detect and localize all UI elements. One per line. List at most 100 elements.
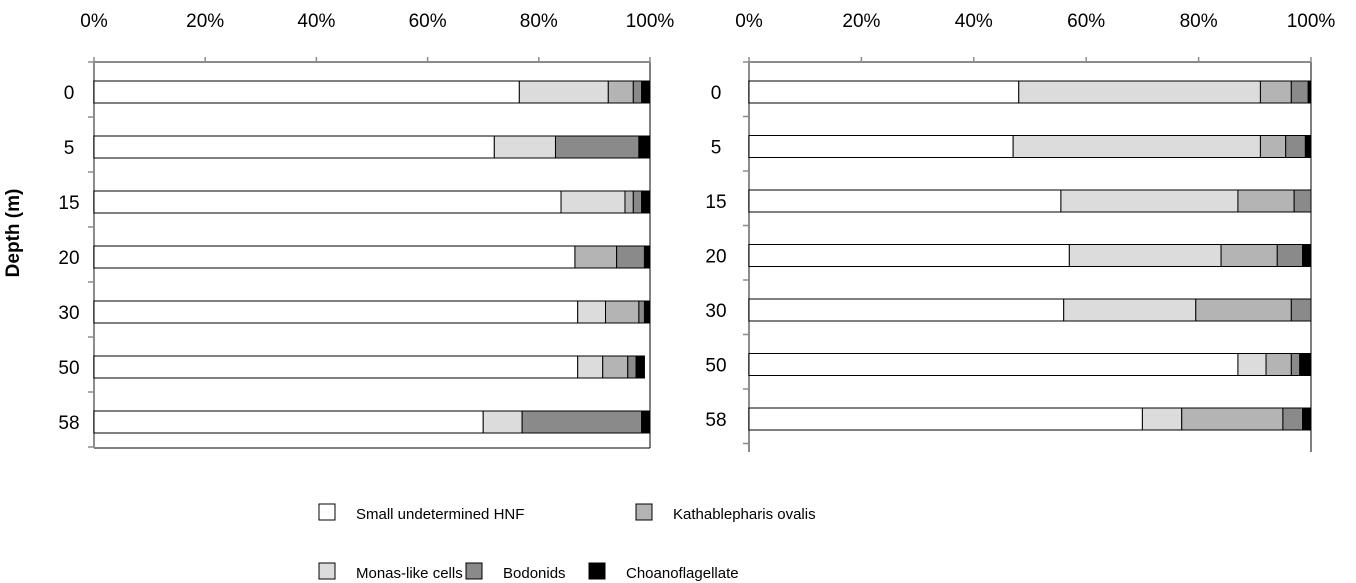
bar-segment bbox=[1304, 135, 1312, 158]
bar-segment bbox=[560, 190, 626, 214]
bar-segment bbox=[93, 245, 576, 269]
bar-segment bbox=[624, 190, 634, 214]
x-tick-label: 40% bbox=[955, 11, 993, 32]
bar-segment bbox=[748, 80, 1020, 104]
category-label: 30 bbox=[705, 301, 726, 322]
bar-segment bbox=[1290, 353, 1301, 376]
bar-segment bbox=[635, 355, 645, 379]
bar-segment bbox=[93, 355, 579, 379]
bar-segment bbox=[93, 135, 495, 159]
bar-segment bbox=[1237, 189, 1295, 213]
bar-segment bbox=[1237, 353, 1267, 376]
chart-right: 0% 20% 40% 60% 80% 100% 0 5 15 20 30 50 58 bbox=[705, 11, 1335, 452]
x-tick-label: 100% bbox=[626, 11, 675, 32]
category-label: 0 bbox=[64, 83, 75, 104]
bar-segment bbox=[605, 300, 640, 324]
x-tick-label: 0% bbox=[735, 11, 763, 32]
bar-segment bbox=[643, 300, 651, 324]
bar-segment bbox=[1276, 244, 1304, 267]
category-label: 30 bbox=[58, 303, 79, 324]
legend-swatch bbox=[635, 503, 653, 521]
category-label: 20 bbox=[58, 248, 79, 269]
bar-segment bbox=[1141, 407, 1183, 431]
category-label: 58 bbox=[705, 410, 726, 431]
x-tick-label: 20% bbox=[186, 11, 224, 32]
bar-segment bbox=[1299, 353, 1312, 376]
category-label: 0 bbox=[711, 83, 722, 104]
bar-segment bbox=[1302, 407, 1312, 431]
legend-swatch bbox=[588, 562, 606, 580]
bar-segment bbox=[748, 135, 1014, 158]
legend: Small undetermined HNF Kathablepharis ova… bbox=[318, 503, 816, 582]
x-tick-label: 0% bbox=[80, 11, 108, 32]
category-label: 5 bbox=[64, 138, 75, 159]
bar-segment bbox=[482, 410, 523, 434]
bar-segment bbox=[1307, 80, 1312, 104]
bar-segment bbox=[1068, 244, 1222, 267]
category-label: 50 bbox=[58, 358, 79, 379]
bar-segment bbox=[638, 300, 645, 324]
bar-segment bbox=[1063, 298, 1197, 322]
bar-segment bbox=[93, 410, 484, 434]
bar-segment bbox=[602, 355, 629, 379]
legend-label: Bodonids bbox=[503, 565, 566, 582]
chart-left: 0% 20% 40% 60% 80% 100% Depth (m) 0 5 15 20 30 50 58 bbox=[3, 11, 675, 449]
legend-swatch bbox=[318, 562, 336, 580]
category-label: 15 bbox=[58, 193, 79, 214]
x-tick-label: 40% bbox=[297, 11, 335, 32]
bar-segment bbox=[627, 355, 637, 379]
bar-segment bbox=[616, 245, 645, 269]
bar-segment bbox=[748, 353, 1239, 376]
bar-segment bbox=[1181, 407, 1284, 431]
legend-swatch bbox=[318, 503, 336, 521]
bar-segment bbox=[1282, 407, 1304, 431]
bar-segment bbox=[1220, 244, 1278, 267]
legend-label: Small undetermined HNF bbox=[356, 506, 524, 523]
bar-segment bbox=[632, 190, 643, 214]
bar-segment bbox=[1195, 298, 1292, 322]
bar-segment bbox=[641, 410, 651, 434]
bar-segment bbox=[641, 190, 651, 214]
bar-segment bbox=[1259, 80, 1292, 104]
x-tick-label: 20% bbox=[842, 11, 880, 32]
bar-segment bbox=[574, 245, 618, 269]
bar-segment bbox=[748, 244, 1070, 267]
legend-label: Kathablepharis ovalis bbox=[673, 506, 816, 523]
bar-segment bbox=[1018, 80, 1261, 104]
bar-segment bbox=[521, 410, 643, 434]
bar-segment bbox=[632, 80, 643, 104]
bar-segment bbox=[643, 245, 651, 269]
x-tick-label: 100% bbox=[1287, 11, 1336, 32]
bar-segment bbox=[1302, 244, 1312, 267]
bar-segment bbox=[1060, 189, 1239, 213]
legend-label: Monas-like cells bbox=[356, 565, 463, 582]
bar-segment bbox=[554, 135, 640, 159]
bar-segment bbox=[93, 300, 579, 324]
bar-segment bbox=[1290, 298, 1312, 322]
category-label: 5 bbox=[711, 138, 722, 159]
category-label: 20 bbox=[705, 247, 726, 268]
bar-segment bbox=[748, 189, 1062, 213]
bar-segment bbox=[638, 135, 651, 159]
bar-segment bbox=[1290, 80, 1309, 104]
bar-segment bbox=[577, 300, 607, 324]
bar-segment bbox=[93, 190, 562, 214]
bar-segment bbox=[641, 80, 651, 104]
bar-segment bbox=[1265, 353, 1292, 376]
y-axis-title: Depth (m) bbox=[3, 189, 24, 278]
bar-segment bbox=[93, 80, 520, 104]
bar-segment bbox=[748, 407, 1143, 431]
bar-segment bbox=[1285, 135, 1306, 158]
x-tick-label: 80% bbox=[520, 11, 558, 32]
legend-swatch bbox=[465, 562, 483, 580]
bar-segment bbox=[1012, 135, 1261, 158]
legend-label: Choanoflagellate bbox=[626, 565, 739, 582]
category-label: 58 bbox=[58, 413, 79, 434]
bar-segment bbox=[1293, 189, 1312, 213]
bar-segment bbox=[748, 298, 1065, 322]
x-tick-label: 60% bbox=[409, 11, 447, 32]
bar-segment bbox=[518, 80, 609, 104]
x-tick-label: 60% bbox=[1067, 11, 1105, 32]
bar-segment bbox=[607, 80, 634, 104]
